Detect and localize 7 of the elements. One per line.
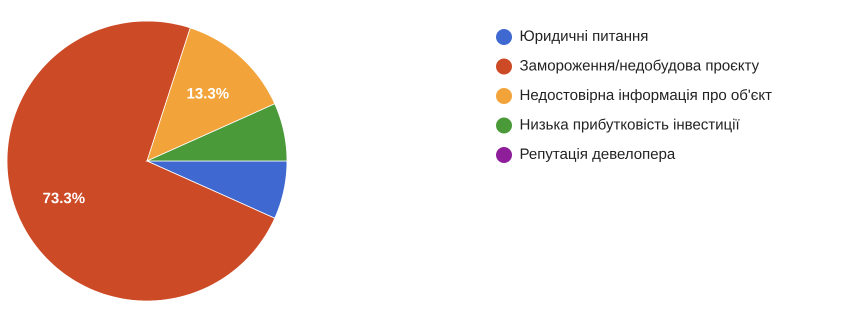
data-label: 13.3% [187, 88, 229, 99]
legend-label: Низька прибутковість інвестиції [520, 118, 740, 133]
data-label: 73.3% [43, 192, 85, 204]
legend-label: Замороження/недобудова проєкту [520, 59, 760, 74]
legend-label: Недостовірна інформація про об'єкт [520, 88, 772, 104]
legend-label: Юридичні питання [520, 30, 648, 44]
legend-label: Репутація девелопера [520, 148, 676, 162]
